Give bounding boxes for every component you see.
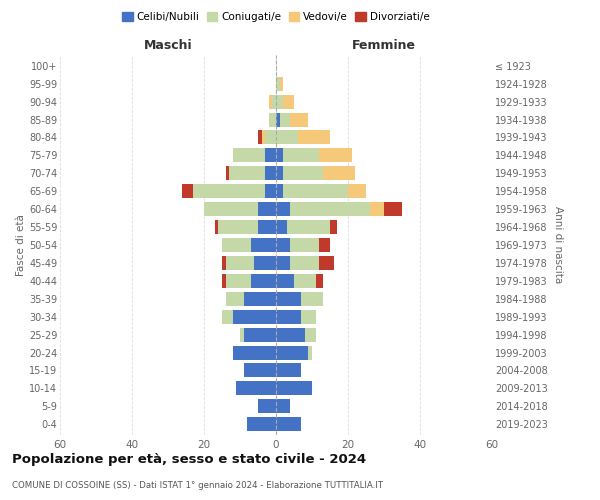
Bar <box>240 328 244 342</box>
Bar <box>319 238 330 252</box>
Bar <box>276 364 301 378</box>
Bar <box>269 94 272 108</box>
Bar <box>301 310 316 324</box>
Bar <box>193 184 265 198</box>
Bar <box>265 148 276 162</box>
Bar <box>298 130 330 144</box>
Bar <box>226 274 251 288</box>
Bar <box>280 76 283 90</box>
Bar <box>233 346 276 360</box>
Bar <box>218 220 258 234</box>
Bar <box>226 166 229 180</box>
Bar <box>244 328 276 342</box>
Bar <box>244 292 276 306</box>
Bar <box>262 130 265 144</box>
Bar <box>301 292 323 306</box>
Bar <box>276 238 290 252</box>
Bar <box>330 220 337 234</box>
Bar <box>276 166 283 180</box>
Bar <box>384 202 402 216</box>
Bar <box>215 220 218 234</box>
Bar <box>316 274 323 288</box>
Bar <box>276 400 290 413</box>
Bar <box>276 346 308 360</box>
Bar <box>222 310 233 324</box>
Bar <box>276 328 305 342</box>
Bar <box>204 202 258 216</box>
Bar <box>251 238 276 252</box>
Bar <box>272 94 276 108</box>
Bar <box>276 418 301 431</box>
Text: Femmine: Femmine <box>352 40 416 52</box>
Bar <box>276 76 280 90</box>
Bar <box>276 274 294 288</box>
Bar <box>276 220 287 234</box>
Bar <box>182 184 193 198</box>
Bar <box>348 184 366 198</box>
Bar <box>294 274 316 288</box>
Bar <box>280 112 290 126</box>
Bar <box>258 220 276 234</box>
Bar <box>287 220 330 234</box>
Bar <box>251 274 276 288</box>
Bar <box>229 166 265 180</box>
Bar <box>258 202 276 216</box>
Bar <box>265 184 276 198</box>
Bar <box>233 310 276 324</box>
Bar <box>226 256 254 270</box>
Bar <box>290 112 308 126</box>
Bar <box>276 94 283 108</box>
Bar <box>244 364 276 378</box>
Bar <box>323 166 355 180</box>
Bar <box>265 130 276 144</box>
Text: Maschi: Maschi <box>143 40 193 52</box>
Bar <box>283 166 323 180</box>
Bar <box>254 256 276 270</box>
Bar <box>276 112 280 126</box>
Y-axis label: Anni di nascita: Anni di nascita <box>553 206 563 284</box>
Legend: Celibi/Nubili, Coniugati/e, Vedovi/e, Divorziati/e: Celibi/Nubili, Coniugati/e, Vedovi/e, Di… <box>118 8 434 26</box>
Bar <box>276 202 290 216</box>
Bar <box>276 148 283 162</box>
Bar <box>290 256 319 270</box>
Bar <box>319 148 352 162</box>
Bar <box>283 184 348 198</box>
Bar <box>258 130 262 144</box>
Bar <box>226 292 244 306</box>
Bar <box>276 382 312 396</box>
Bar <box>370 202 384 216</box>
Bar <box>276 292 301 306</box>
Bar <box>290 238 319 252</box>
Text: Popolazione per età, sesso e stato civile - 2024: Popolazione per età, sesso e stato civil… <box>12 452 366 466</box>
Bar <box>247 418 276 431</box>
Bar <box>308 346 312 360</box>
Y-axis label: Fasce di età: Fasce di età <box>16 214 26 276</box>
Bar <box>269 112 276 126</box>
Bar <box>233 148 265 162</box>
Bar <box>236 382 276 396</box>
Bar <box>283 94 294 108</box>
Bar <box>265 166 276 180</box>
Bar <box>222 274 226 288</box>
Bar <box>305 328 316 342</box>
Bar <box>258 400 276 413</box>
Bar <box>276 256 290 270</box>
Bar <box>290 202 370 216</box>
Bar <box>283 148 319 162</box>
Bar <box>276 130 298 144</box>
Bar <box>276 184 283 198</box>
Bar <box>222 238 251 252</box>
Text: COMUNE DI COSSOINE (SS) - Dati ISTAT 1° gennaio 2024 - Elaborazione TUTTITALIA.I: COMUNE DI COSSOINE (SS) - Dati ISTAT 1° … <box>12 481 383 490</box>
Bar <box>222 256 226 270</box>
Bar <box>319 256 334 270</box>
Bar <box>276 310 301 324</box>
